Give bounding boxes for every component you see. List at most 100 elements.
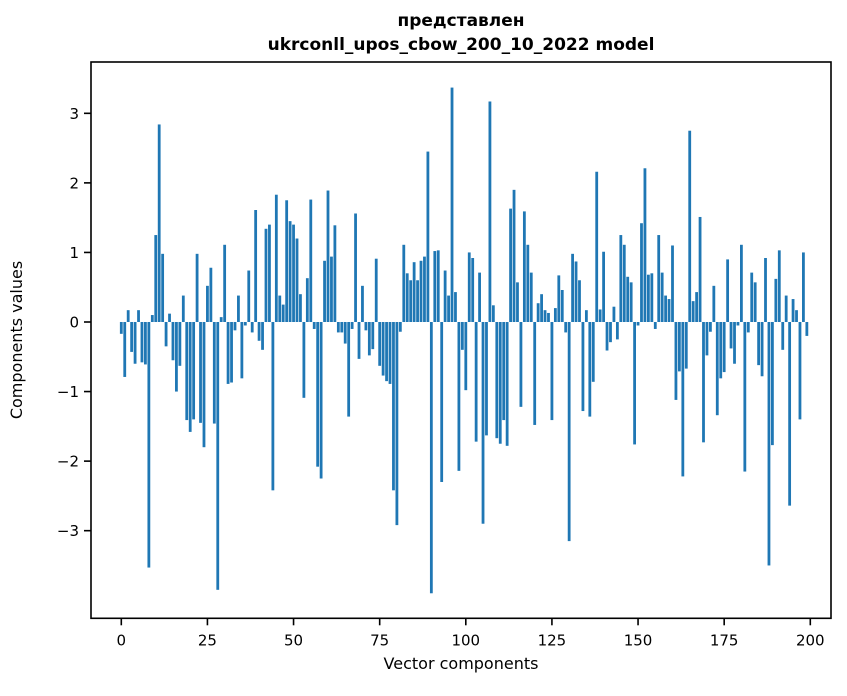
bar (798, 322, 802, 420)
bar (230, 322, 233, 383)
bar (278, 295, 282, 322)
bar (157, 124, 161, 322)
bar (698, 216, 702, 322)
bar (402, 244, 406, 322)
y-tick-label: −1 (57, 383, 79, 401)
bar (664, 295, 668, 322)
bar (695, 292, 699, 322)
bar (467, 252, 471, 322)
bar (722, 322, 726, 373)
bar (533, 322, 537, 425)
bar (684, 322, 688, 369)
bar (426, 151, 430, 322)
bar (485, 322, 488, 436)
bar (471, 258, 475, 322)
bar (509, 208, 512, 322)
bar (164, 322, 168, 347)
x-tick-label: 0 (117, 631, 127, 649)
bar (602, 251, 605, 322)
bar (271, 322, 275, 491)
bar (574, 261, 578, 322)
bar (154, 235, 158, 322)
bar (147, 322, 151, 568)
y-tick-label: −3 (57, 522, 79, 540)
bar (436, 250, 440, 322)
bar (491, 305, 495, 322)
bar (553, 308, 557, 322)
bar (702, 322, 705, 443)
bar (636, 322, 640, 326)
bar (350, 322, 354, 329)
bar (726, 259, 730, 322)
bar (212, 322, 216, 424)
bar (144, 322, 147, 365)
bar (226, 322, 230, 384)
bar (240, 322, 244, 379)
bar (171, 322, 175, 361)
bar (567, 322, 571, 542)
bar (529, 272, 533, 322)
bar (653, 322, 657, 329)
bar (715, 322, 719, 416)
bar (767, 322, 771, 566)
bar (536, 303, 540, 322)
bar (381, 322, 385, 376)
y-tick-label: 0 (69, 314, 79, 332)
bar (505, 322, 509, 446)
bar (237, 295, 240, 322)
bar (753, 282, 757, 322)
bar (788, 322, 792, 506)
bar (316, 322, 320, 467)
bar (195, 253, 199, 322)
chart-title-line2: ukrconll_upos_cbow_200_10_2022 model (268, 35, 655, 55)
bar (130, 322, 134, 352)
bar (498, 322, 502, 444)
bar (440, 322, 444, 482)
bar (464, 322, 468, 391)
bar (305, 278, 309, 322)
bar (629, 282, 633, 322)
plot-border (90, 61, 832, 620)
bar (522, 211, 526, 322)
bar (429, 322, 433, 594)
bar (512, 189, 516, 322)
bar (223, 244, 227, 322)
bar (123, 322, 127, 377)
axes-spines (90, 61, 832, 620)
bar (791, 299, 795, 322)
bar (743, 322, 747, 472)
bar (274, 194, 278, 322)
x-tick-label: 150 (624, 631, 653, 649)
bar (285, 200, 289, 322)
bar (681, 322, 685, 477)
bar (309, 199, 313, 322)
bar (378, 322, 382, 366)
bar (295, 238, 299, 322)
bar (395, 322, 399, 526)
bar (175, 322, 178, 392)
y-tick-label: 1 (69, 244, 79, 262)
bar (243, 322, 247, 326)
bar (364, 322, 368, 331)
bar (543, 310, 547, 322)
bar (595, 171, 599, 322)
bar (771, 322, 774, 446)
bar (257, 322, 261, 341)
bar (447, 295, 450, 322)
bar (119, 322, 123, 334)
x-tick-label: 75 (370, 631, 389, 649)
bar (330, 256, 333, 322)
bar (202, 322, 206, 448)
bar (571, 253, 574, 322)
bar (423, 256, 426, 322)
bar (178, 322, 182, 366)
bar (598, 309, 602, 322)
bar (409, 280, 413, 322)
bar (319, 322, 323, 479)
x-tick-label: 25 (198, 631, 217, 649)
bar (299, 294, 302, 322)
bar (578, 280, 581, 322)
bar (367, 322, 371, 356)
bar (261, 322, 264, 350)
bar (140, 322, 144, 363)
